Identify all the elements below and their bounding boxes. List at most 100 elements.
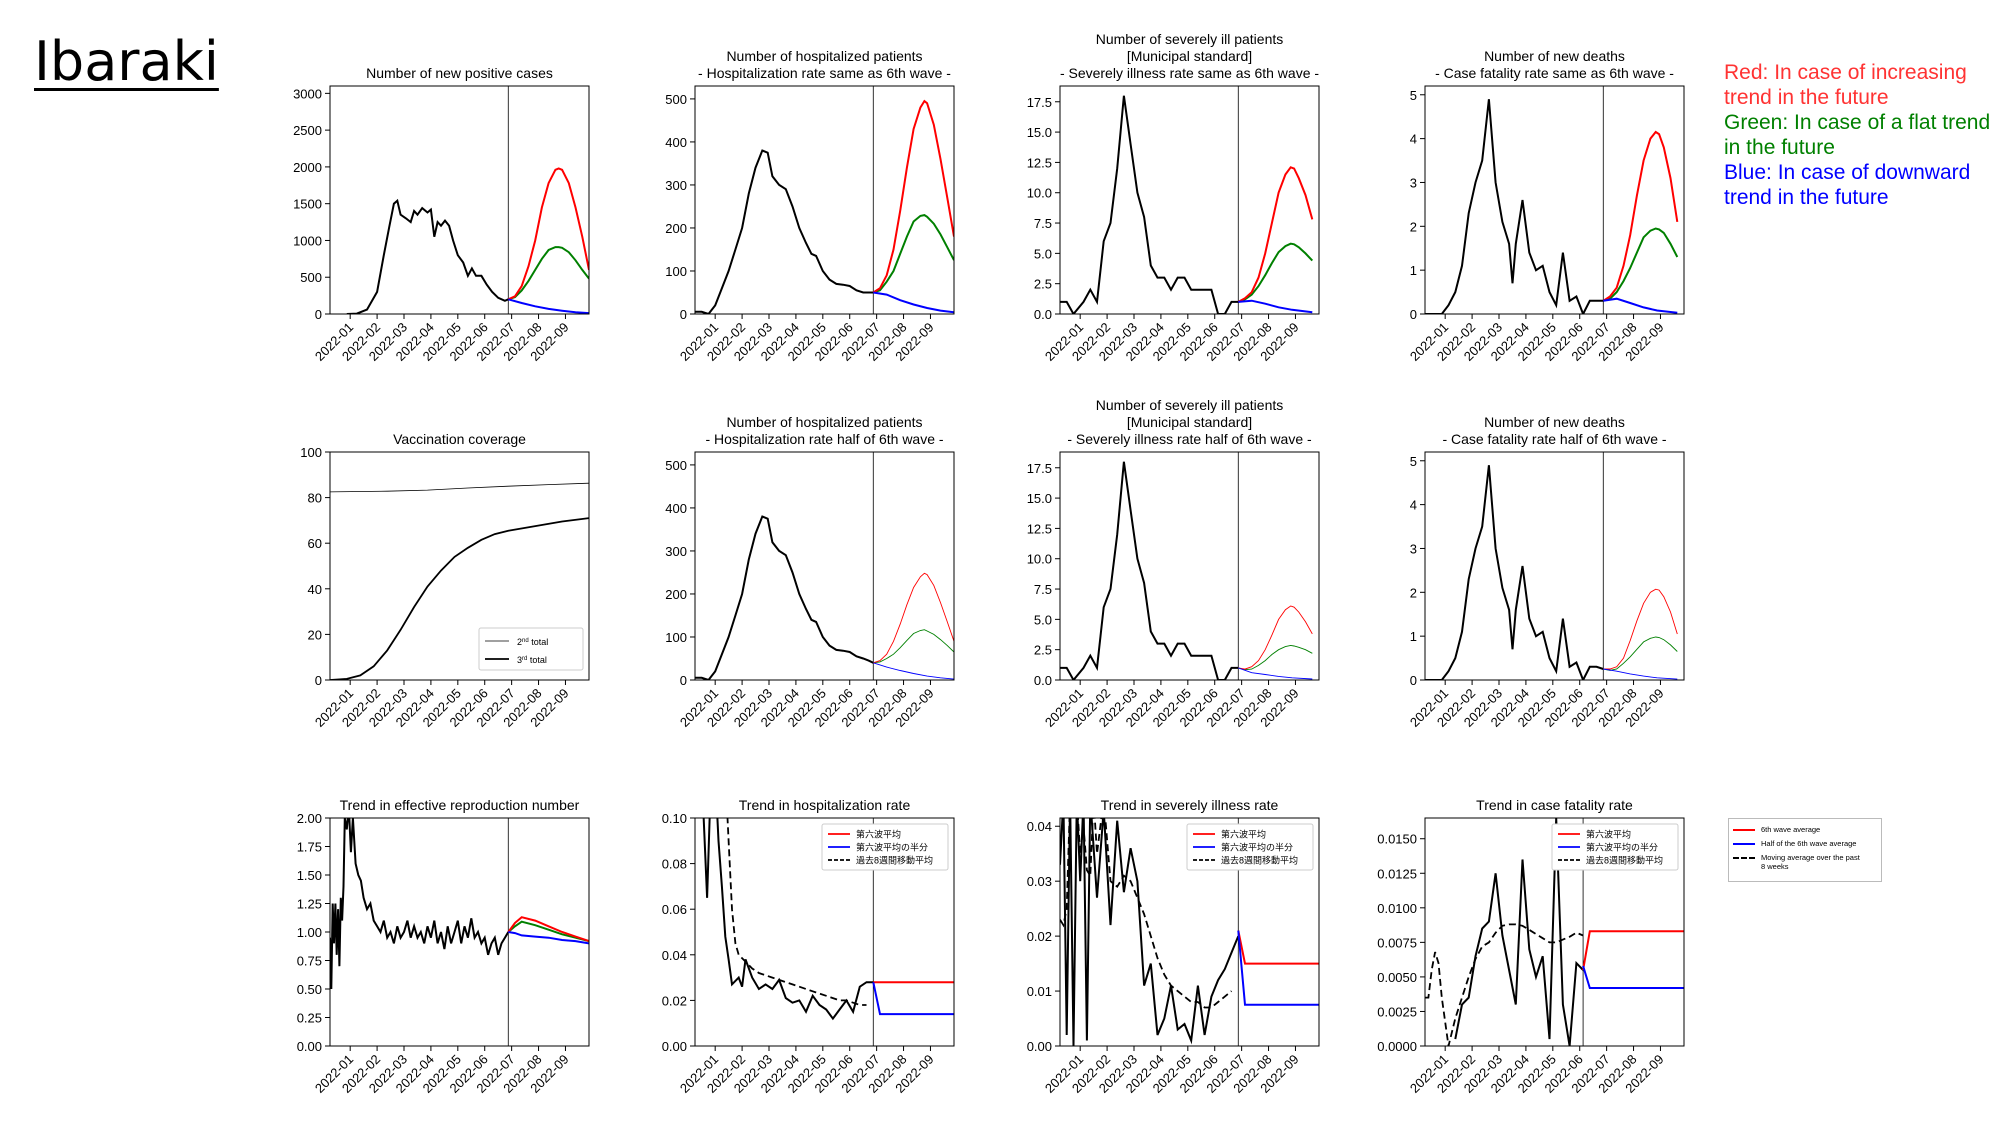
y-tick-label: 400	[665, 135, 687, 150]
series-actual	[1060, 95, 1239, 314]
y-tick-label: 0.02	[1027, 929, 1052, 944]
plot-frame	[329, 817, 590, 1047]
series-flat-scenario	[1238, 644, 1313, 671]
series-increasing-scenario	[1237, 166, 1314, 303]
plot-frame	[1059, 451, 1320, 681]
y-tick-label: 12.5	[1027, 155, 1052, 170]
y-tick-label: 5	[1410, 88, 1417, 103]
y-tick-label: 1.25	[297, 897, 322, 912]
plot-frame	[329, 85, 590, 315]
y-tick-label: 10.0	[1027, 552, 1052, 567]
chart-title-line: Number of hospitalized patients	[726, 48, 922, 64]
y-tick-label: 17.5	[1027, 95, 1052, 110]
side-legend-label-moving-average: Moving average over the past 8 weeks	[1761, 853, 1860, 871]
series-decreasing-scenario	[1237, 930, 1319, 1006]
y-tick-label: 0.08	[662, 857, 687, 872]
y-tick-label: 0	[680, 307, 687, 322]
legend-label: 2nd total	[517, 637, 548, 647]
legend-label: 第六波平均	[856, 829, 901, 840]
series-3rd-total	[330, 517, 589, 680]
y-tick-label: 5	[1410, 454, 1417, 469]
plot-area	[346, 86, 589, 314]
legend-label: 第六波平均	[1586, 829, 1631, 840]
series-increasing-scenario	[873, 572, 954, 664]
series-flat-scenario	[873, 629, 954, 664]
y-tick-label: 15.0	[1027, 125, 1052, 140]
series-flat-scenario	[507, 920, 589, 943]
y-tick-label: 400	[665, 501, 687, 516]
series-flat-scenario	[1237, 242, 1314, 303]
chart-title-line: Number of new deaths	[1484, 414, 1625, 430]
series-flat-scenario	[507, 246, 589, 301]
y-tick-label: 1500	[293, 197, 322, 212]
rate-legend	[1551, 823, 1679, 871]
page-title: Ibaraki	[34, 30, 219, 93]
chart-panel-5: Vaccination coverage0204060801002022-012…	[300, 431, 590, 730]
side-legend-label-half: Half of the 6th wave average	[1761, 839, 1857, 848]
legend-label: 過去8週間移動平均	[1221, 855, 1298, 866]
series-moving-average	[1060, 818, 1233, 1009]
chart-title-line: Number of severely ill patients	[1096, 31, 1284, 47]
y-tick-label: 1	[1410, 629, 1417, 644]
series-decreasing-scenario	[508, 298, 589, 314]
chart-title-line: Number of hospitalized patients	[726, 414, 922, 430]
side-legend-swatch-average	[1733, 829, 1755, 831]
plot-area	[1425, 86, 1679, 314]
series-decreasing-scenario	[1238, 299, 1313, 314]
y-tick-label: 17.5	[1027, 461, 1052, 476]
y-tick-label: 2.5	[1034, 277, 1052, 292]
chart-title-line: - Severely illness rate same as 6th wave…	[1060, 65, 1319, 81]
y-tick-label: 100	[665, 264, 687, 279]
series-flat-scenario	[1603, 636, 1678, 671]
legend-label: 第六波平均の半分	[856, 842, 928, 853]
plot-area	[702, 818, 954, 1046]
series-flat-scenario	[872, 214, 954, 294]
side-legend-label-average: 6th wave average	[1761, 825, 1821, 834]
y-tick-label: 0.0050	[1377, 970, 1417, 985]
y-tick-label: 0.01	[1027, 984, 1052, 999]
y-tick-label: 500	[665, 458, 687, 473]
y-tick-label: 20	[308, 627, 322, 642]
chart-title-line: Number of new positive cases	[366, 65, 553, 81]
series-increasing-scenario	[1237, 930, 1319, 965]
y-tick-label: 3000	[293, 86, 322, 101]
chart-panel-2: Number of hospitalized patients- Hospita…	[665, 48, 955, 364]
chart-panel-8: Number of new deaths- Case fatality rate…	[1407, 414, 1685, 730]
y-tick-label: 7.5	[1034, 582, 1052, 597]
y-tick-label: 7.5	[1034, 216, 1052, 231]
y-tick-label: 2.00	[297, 811, 322, 826]
y-tick-label: 100	[665, 630, 687, 645]
chart-title-line: Trend in severely illness rate	[1101, 797, 1279, 813]
y-tick-label: 300	[665, 178, 687, 193]
y-tick-label: 60	[308, 536, 322, 551]
series-decreasing-scenario	[873, 662, 954, 680]
y-tick-label: 200	[665, 587, 687, 602]
series-flat-scenario	[1603, 227, 1679, 302]
side-legend-swatch-half	[1733, 843, 1755, 845]
series-increasing-scenario	[1603, 588, 1678, 670]
y-tick-label: 0.0125	[1377, 866, 1417, 881]
series-decreasing-scenario	[1238, 667, 1313, 680]
plot-area	[695, 452, 954, 680]
plot-area	[330, 818, 589, 1046]
plot-area	[695, 86, 954, 314]
y-tick-label: 2000	[293, 160, 322, 175]
y-tick-label: 0.0000	[1377, 1039, 1417, 1054]
series-actual	[1454, 818, 1584, 1046]
rate-legend	[821, 823, 949, 871]
scenario-legend-green: Green: In case of a flat trend in the fu…	[1724, 111, 1991, 159]
series-actual	[346, 198, 509, 314]
chart-title-line: [Municipal standard]	[1127, 48, 1252, 64]
series-moving-average	[1425, 923, 1584, 1046]
y-tick-label: 500	[665, 92, 687, 107]
plot-area	[1060, 86, 1314, 314]
plot-frame	[329, 451, 590, 681]
y-tick-label: 0.06	[662, 902, 687, 917]
chart-title-line: - Severely illness rate half of 6th wave…	[1067, 431, 1312, 447]
y-tick-label: 4	[1410, 498, 1417, 513]
y-tick-label: 0.0025	[1377, 1004, 1417, 1019]
y-tick-label: 5.0	[1034, 246, 1052, 261]
chart-panel-4: Number of new deaths- Case fatality rate…	[1407, 48, 1685, 364]
y-tick-label: 0.0100	[1377, 901, 1417, 916]
